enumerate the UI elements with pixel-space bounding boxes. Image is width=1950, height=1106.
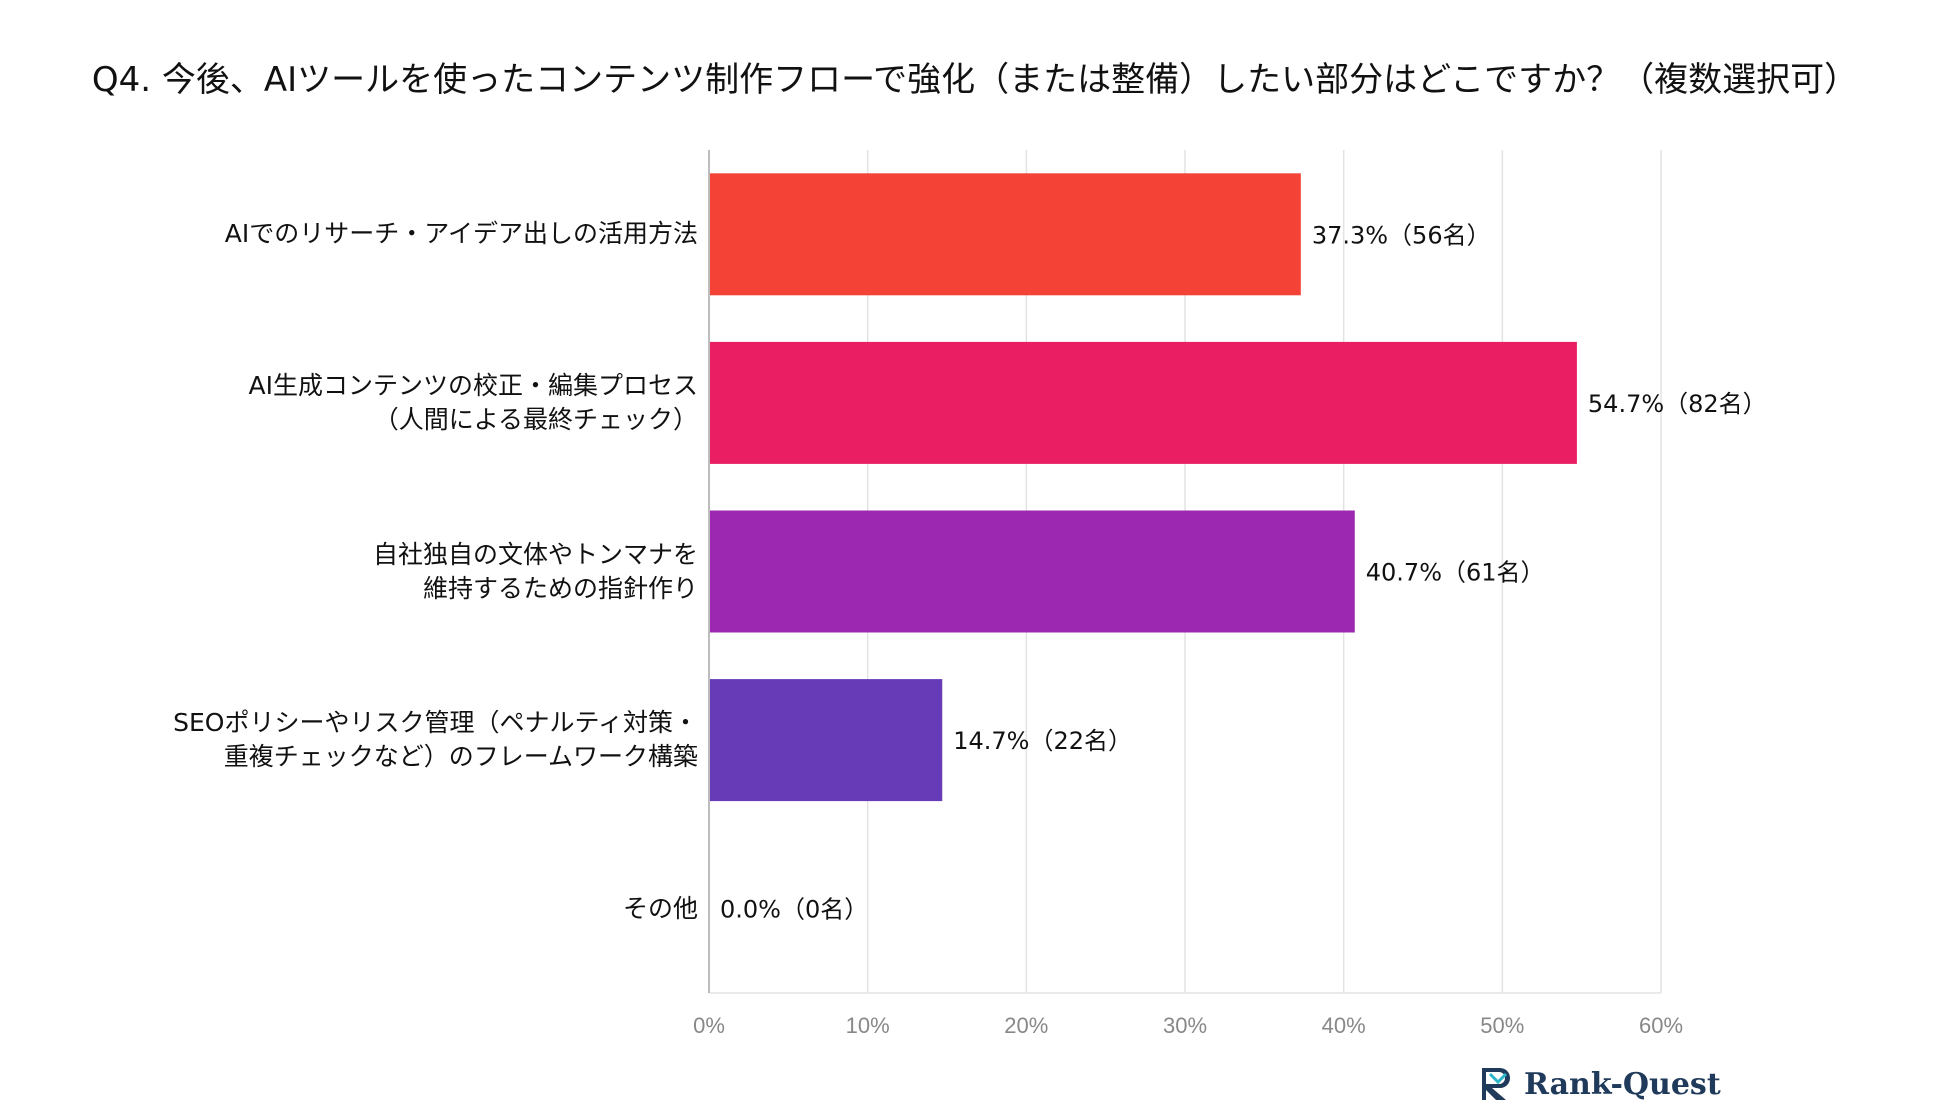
data-label: 54.7%（82名） — [1588, 390, 1767, 418]
category-label-line: SEOポリシーやリスク管理（ペナルティ対策・ — [173, 708, 698, 738]
category-label: その他 — [78, 892, 698, 926]
rank-quest-logo-icon — [1482, 1068, 1510, 1100]
data-label: 40.7%（61名） — [1366, 559, 1545, 587]
category-label-line: 自社独自の文体やトンマナを — [372, 539, 698, 569]
brand-name: Rank-Quest — [1524, 1066, 1721, 1102]
bar — [709, 510, 1355, 633]
category-label-line: その他 — [622, 893, 698, 923]
category-label: SEOポリシーやリスク管理（ペナルティ対策・重複チェックなど）のフレームワーク構… — [78, 706, 698, 774]
category-label-line: AI生成コンテンツの校正・編集プロセス — [248, 370, 698, 400]
category-label-line: AIでのリサーチ・アイデア出しの活用方法 — [224, 219, 698, 249]
category-label: AI生成コンテンツの校正・編集プロセス （人間による最終チェック） — [78, 369, 698, 437]
x-tick-label: 30% — [1163, 1013, 1207, 1038]
data-label: 14.7%（22名） — [953, 727, 1132, 755]
x-tick-label: 50% — [1480, 1013, 1524, 1038]
brand-logo: Rank-Quest — [1476, 1062, 1721, 1106]
category-label-line: 維持するための指針作り — [422, 573, 698, 603]
x-tick-label: 0% — [693, 1013, 725, 1038]
bar — [709, 341, 1577, 464]
category-label-line: 重複チェックなど）のフレームワーク構築 — [223, 742, 698, 772]
x-tick-label: 40% — [1322, 1013, 1366, 1038]
category-label: AIでのリサーチ・アイデア出しの活用方法 — [78, 217, 698, 251]
bar — [709, 173, 1301, 296]
category-label-line: （人間による最終チェック） — [373, 404, 698, 434]
x-tick-label: 60% — [1639, 1013, 1683, 1038]
chart-title: Q4. 今後、AIツールを使ったコンテンツ制作フローで強化（または整備）したい部… — [91, 60, 1859, 100]
data-label: 0.0%（0名） — [720, 896, 868, 924]
x-tick-label: 20% — [1004, 1013, 1048, 1038]
data-label: 37.3%（56名） — [1312, 221, 1491, 249]
x-tick-label: 10% — [846, 1013, 890, 1038]
category-label: 自社独自の文体やトンマナを維持するための指針作り — [78, 538, 698, 606]
bar — [709, 679, 943, 802]
